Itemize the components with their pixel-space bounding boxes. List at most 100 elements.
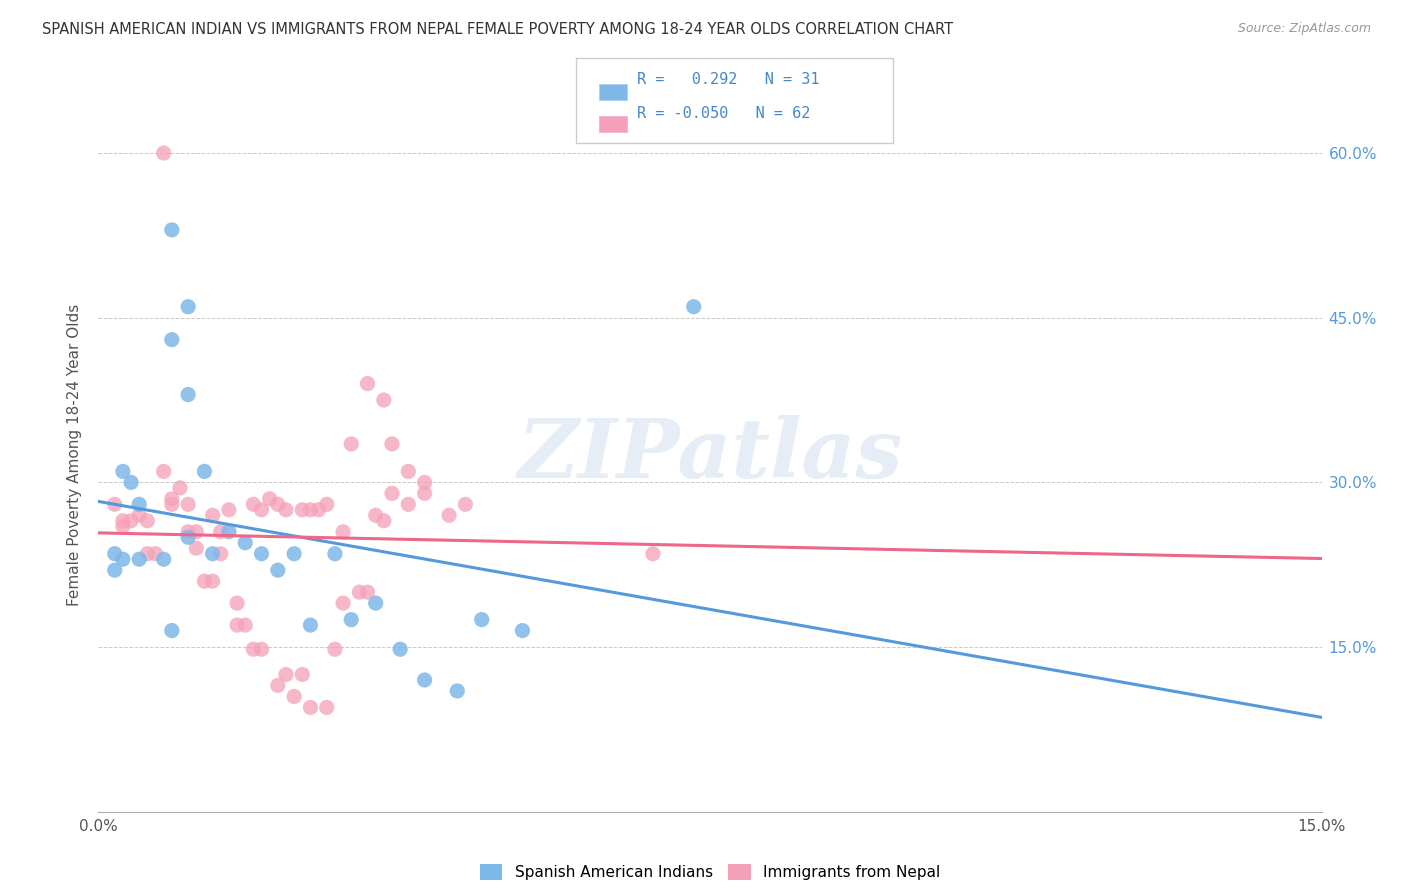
Point [136, 547, 159, 561]
Point [177, 497, 200, 511]
Point [682, 300, 704, 314]
Point [396, 464, 419, 478]
Point [641, 547, 664, 561]
Point [104, 547, 127, 561]
Point [250, 642, 273, 657]
Point [160, 624, 183, 638]
Point [291, 503, 314, 517]
Point [315, 497, 337, 511]
Point [364, 596, 387, 610]
Point [193, 574, 215, 589]
Point [111, 464, 134, 478]
Point [226, 596, 249, 610]
Point [233, 535, 256, 549]
Point [299, 618, 322, 632]
Point [128, 552, 150, 566]
Point [340, 437, 363, 451]
Legend: Spanish American Indians, Immigrants from Nepal: Spanish American Indians, Immigrants fro… [474, 858, 946, 886]
Point [512, 624, 534, 638]
Point [389, 642, 412, 657]
Point [193, 464, 215, 478]
Point [218, 524, 240, 539]
Point [332, 524, 354, 539]
Point [128, 508, 150, 523]
Point [177, 530, 200, 544]
Y-axis label: Female Poverty Among 18-24 Year Olds: Female Poverty Among 18-24 Year Olds [67, 304, 83, 606]
Point [136, 514, 159, 528]
Point [356, 376, 378, 391]
Point [209, 547, 232, 561]
Point [201, 508, 224, 523]
Point [177, 524, 200, 539]
Point [283, 547, 305, 561]
Text: ZIPatlas: ZIPatlas [517, 415, 903, 495]
Point [128, 497, 150, 511]
Point [454, 497, 477, 511]
Point [145, 547, 167, 561]
Point [233, 618, 256, 632]
Point [160, 497, 183, 511]
Point [323, 547, 346, 561]
Point [120, 475, 142, 490]
Point [111, 552, 134, 566]
Point [111, 519, 134, 533]
Point [274, 503, 297, 517]
Text: R =   0.292   N = 31: R = 0.292 N = 31 [637, 71, 820, 87]
Point [218, 503, 240, 517]
Point [291, 667, 314, 681]
Point [299, 700, 322, 714]
Point [471, 613, 494, 627]
Point [267, 678, 290, 692]
Point [446, 684, 468, 698]
Point [226, 618, 249, 632]
Point [242, 642, 264, 657]
Point [160, 333, 183, 347]
Point [413, 475, 436, 490]
Point [340, 613, 363, 627]
Point [356, 585, 378, 599]
Point [396, 497, 419, 511]
Point [186, 524, 208, 539]
Point [267, 563, 290, 577]
Text: R = -0.050   N = 62: R = -0.050 N = 62 [637, 106, 810, 120]
Point [152, 464, 174, 478]
Point [299, 503, 322, 517]
Point [104, 563, 127, 577]
Point [186, 541, 208, 556]
Text: SPANISH AMERICAN INDIAN VS IMMIGRANTS FROM NEPAL FEMALE POVERTY AMONG 18-24 YEAR: SPANISH AMERICAN INDIAN VS IMMIGRANTS FR… [42, 22, 953, 37]
Point [308, 503, 330, 517]
Point [250, 503, 273, 517]
Point [209, 524, 232, 539]
Point [267, 497, 290, 511]
Point [250, 547, 273, 561]
Point [413, 486, 436, 500]
Point [201, 547, 224, 561]
Point [274, 667, 297, 681]
Point [381, 486, 404, 500]
Point [373, 392, 395, 407]
Point [259, 491, 281, 506]
Point [332, 596, 354, 610]
Point [160, 491, 183, 506]
Point [177, 300, 200, 314]
Point [283, 690, 305, 704]
Point [201, 574, 224, 589]
Point [437, 508, 460, 523]
Point [152, 552, 174, 566]
Point [349, 585, 371, 599]
Point [323, 642, 346, 657]
Point [169, 481, 191, 495]
Point [120, 514, 142, 528]
Point [315, 700, 337, 714]
Text: Source: ZipAtlas.com: Source: ZipAtlas.com [1237, 22, 1371, 36]
Point [364, 508, 387, 523]
Point [160, 223, 183, 237]
Point [104, 497, 127, 511]
Point [242, 497, 264, 511]
Point [381, 437, 404, 451]
Point [177, 387, 200, 401]
Point [111, 514, 134, 528]
Point [152, 146, 174, 161]
Point [413, 673, 436, 687]
Point [373, 514, 395, 528]
